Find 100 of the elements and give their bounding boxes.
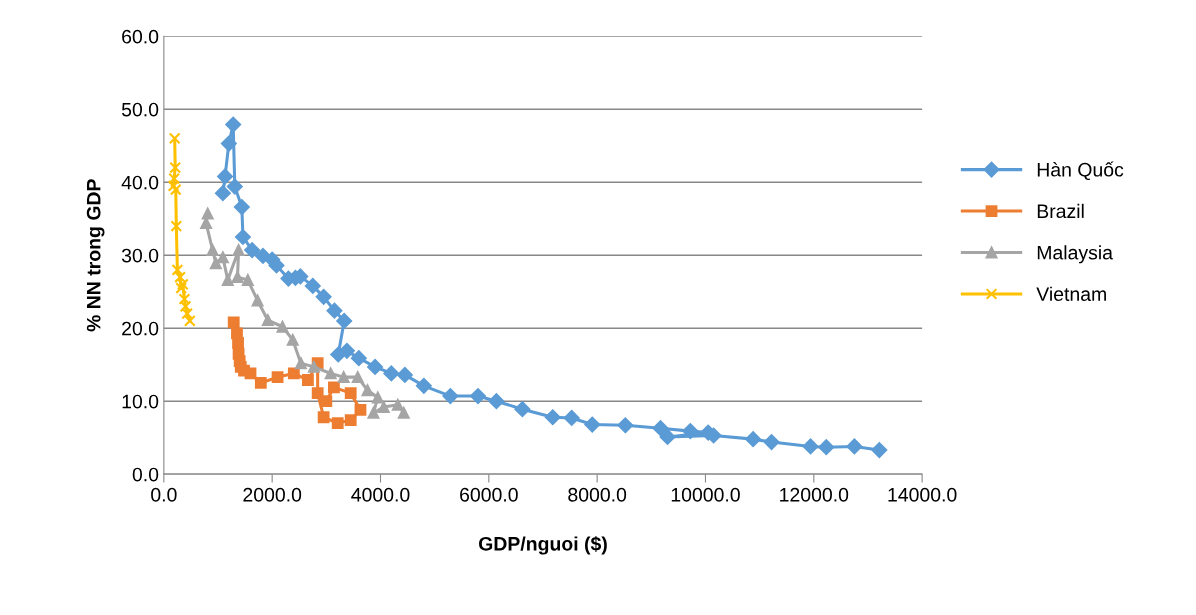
point — [225, 116, 242, 133]
point — [377, 401, 390, 413]
x-tick-label: 12000.0 — [780, 487, 849, 502]
point — [488, 393, 505, 410]
y-tick-label: 20.0 — [122, 321, 159, 336]
x-tick-label: 4000.0 — [351, 487, 410, 502]
y-tick-label: 60.0 — [122, 29, 159, 44]
point — [235, 229, 251, 245]
point — [317, 411, 330, 424]
point — [396, 367, 413, 383]
point — [176, 278, 189, 291]
point — [220, 135, 237, 152]
point — [226, 178, 243, 195]
point — [167, 179, 180, 192]
y-tick-label: 10.0 — [122, 394, 159, 409]
point — [470, 388, 486, 404]
point — [320, 395, 333, 408]
point — [241, 274, 254, 286]
point — [233, 199, 250, 215]
point — [244, 242, 261, 259]
point — [331, 417, 344, 429]
point — [324, 367, 337, 380]
point — [311, 387, 324, 400]
point — [169, 183, 182, 196]
point — [415, 377, 432, 394]
point — [361, 384, 374, 397]
x-tick-label: 2000.0 — [243, 487, 302, 502]
point — [287, 367, 300, 380]
point — [682, 423, 699, 440]
point — [344, 414, 357, 427]
point — [214, 185, 231, 202]
point — [209, 257, 222, 270]
point — [339, 342, 355, 359]
point — [871, 442, 888, 458]
point — [170, 220, 183, 232]
y-tick-label: 40.0 — [121, 175, 159, 190]
y-tick-label: 0.0 — [132, 467, 159, 482]
point — [351, 371, 364, 383]
y-tick-label: 50.0 — [121, 102, 159, 117]
point — [251, 294, 264, 307]
y-tick-label: 30.0 — [121, 248, 159, 263]
legend-label: Hàn Quốc — [1037, 161, 1124, 181]
point — [168, 172, 181, 185]
point — [286, 333, 299, 346]
point — [514, 401, 531, 418]
point — [302, 374, 314, 386]
x-tick-label: 10000.0 — [671, 487, 740, 502]
point — [231, 271, 244, 284]
point — [544, 409, 561, 426]
x-axis-title: GDP/nguoi ($) — [478, 536, 607, 555]
x-tick-label: 6000.0 — [460, 487, 518, 502]
point — [337, 371, 350, 383]
point — [745, 431, 762, 448]
point — [442, 388, 459, 404]
point — [659, 429, 676, 445]
x-tick-label: 0.0 — [151, 487, 177, 502]
point — [397, 406, 410, 419]
legend-label: Brazil — [1037, 203, 1084, 219]
point — [201, 207, 214, 220]
point — [168, 132, 181, 145]
point — [354, 404, 367, 416]
point — [231, 327, 243, 340]
point — [350, 350, 367, 367]
point — [371, 391, 384, 404]
legend-label: Malaysia — [1037, 245, 1113, 264]
point — [584, 416, 601, 433]
point — [315, 288, 332, 305]
point — [846, 438, 863, 455]
point — [763, 434, 780, 450]
point — [206, 244, 219, 257]
point — [383, 365, 400, 382]
point — [175, 282, 188, 294]
point — [227, 316, 240, 329]
point — [179, 300, 192, 313]
point — [802, 438, 819, 455]
point — [326, 302, 343, 319]
legend-label: Vietnam — [1036, 286, 1106, 301]
point — [367, 358, 383, 375]
point — [304, 277, 321, 294]
point — [391, 398, 404, 411]
point — [232, 336, 244, 349]
point — [171, 263, 184, 276]
x-tick-label: 8000.0 — [568, 487, 627, 502]
point — [294, 357, 307, 370]
point — [183, 315, 196, 327]
point — [169, 161, 182, 174]
point — [307, 360, 320, 373]
point — [178, 293, 191, 305]
x-tick-label: 14000.0 — [888, 487, 957, 502]
point — [174, 271, 186, 284]
point — [818, 439, 835, 456]
point — [254, 377, 267, 389]
point — [276, 320, 289, 333]
point — [232, 244, 245, 257]
point — [367, 406, 380, 419]
y-axis-title: % NN trong GDP — [86, 179, 105, 332]
point — [328, 381, 340, 394]
point — [261, 314, 274, 327]
point — [617, 417, 634, 434]
point — [652, 420, 669, 437]
